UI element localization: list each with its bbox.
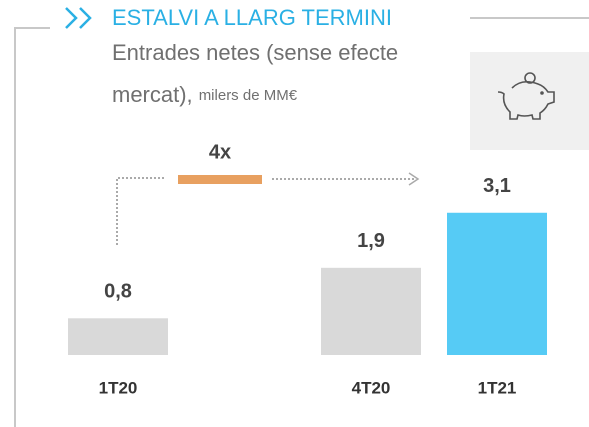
x-tick-label: 1T21 [478, 378, 517, 397]
value-label: 0,8 [104, 281, 132, 303]
chart-title: ESTALVI A LLARG TERMINI [112, 5, 392, 30]
bar [321, 267, 421, 355]
subtitle: mercat), [112, 82, 193, 107]
piggy-icon [497, 72, 555, 120]
subtitle: Entrades netes (sense efecte [112, 40, 398, 65]
icon-box [470, 52, 589, 150]
annotation-bar [178, 175, 262, 184]
bar [447, 212, 547, 355]
arrow-head [408, 172, 420, 186]
subtitle: mercat), milers de MM€ [112, 82, 298, 107]
frame [14, 17, 589, 427]
x-tick-label: 1T20 [99, 378, 138, 397]
growth-arrow [116, 172, 420, 245]
value-label: 1,9 [357, 230, 385, 252]
annotation: 4x [209, 141, 231, 163]
unit: milers de MM€ [199, 87, 298, 104]
arrow-line [116, 177, 165, 245]
x-tick-label: 4T20 [352, 378, 391, 397]
frame-left [14, 27, 50, 427]
bar [68, 318, 168, 355]
value-label: 3,1 [483, 175, 511, 197]
chevrons [65, 7, 92, 29]
